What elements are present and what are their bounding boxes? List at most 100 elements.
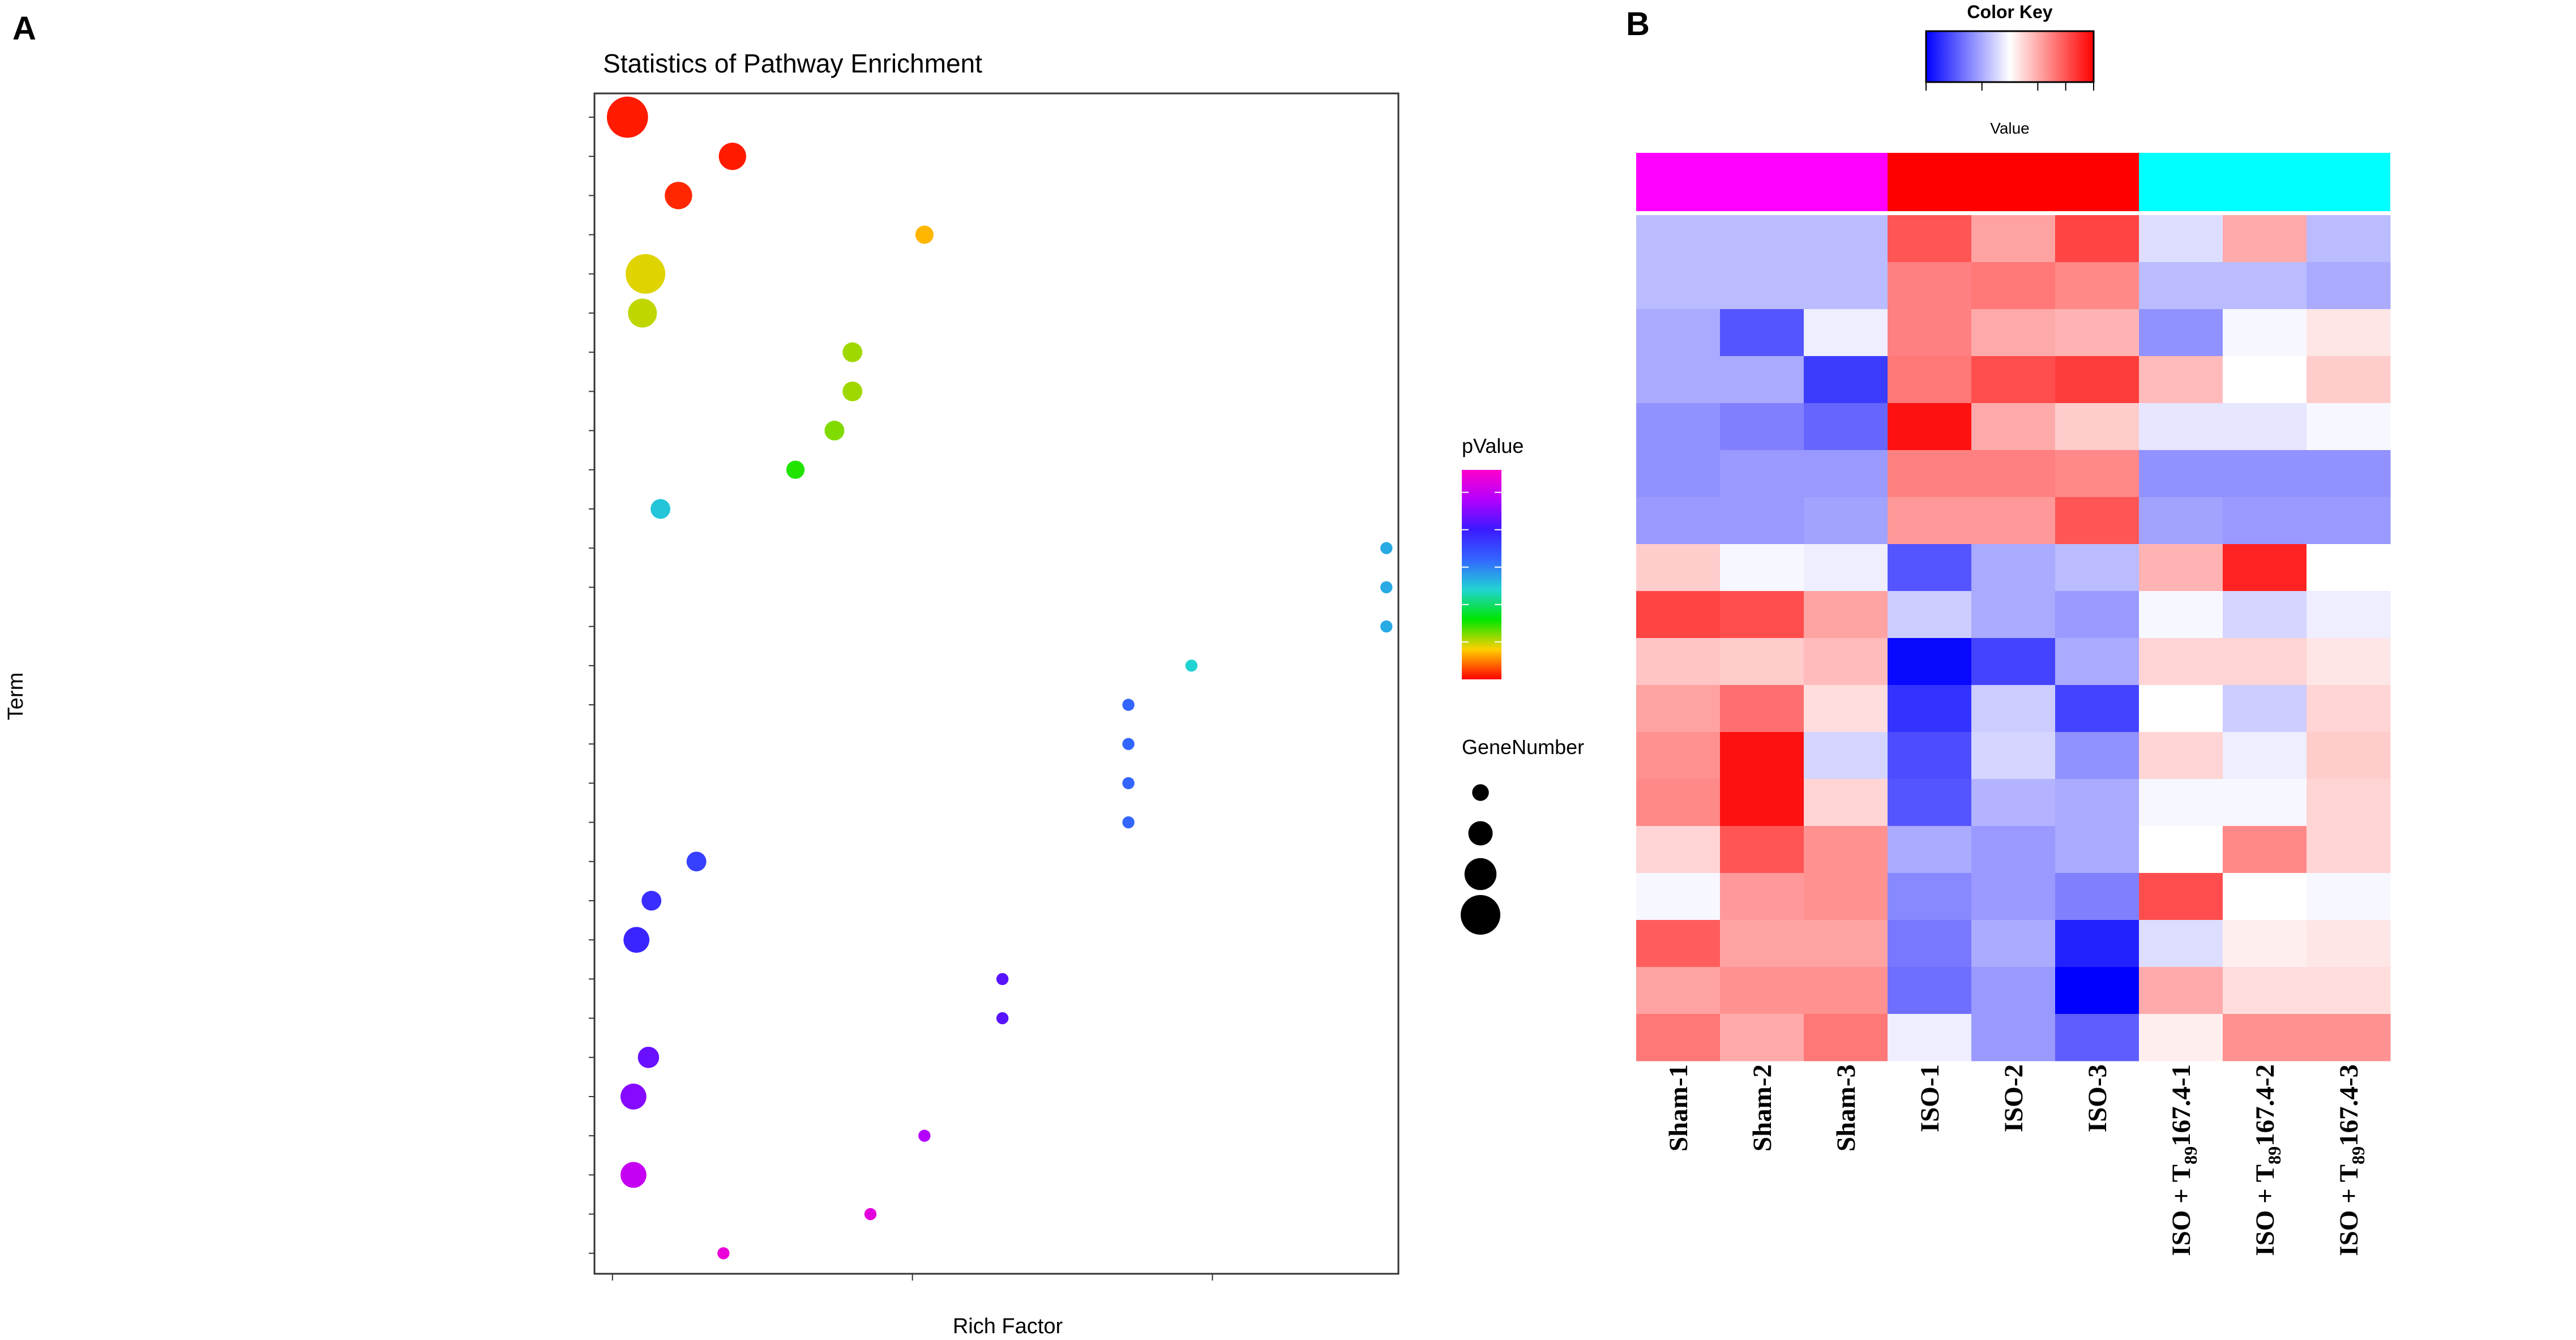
heatmap-cell bbox=[2055, 826, 2139, 874]
heatmap-cell bbox=[1888, 826, 1972, 874]
heatmap-cell bbox=[2139, 262, 2223, 310]
heatmap-cell bbox=[1636, 309, 1721, 357]
heatmap-cell bbox=[1971, 450, 2056, 498]
heatmap-cell bbox=[2139, 920, 2223, 967]
group-color-bar bbox=[1636, 153, 2390, 211]
heatmap-cell bbox=[2139, 403, 2223, 451]
data-point bbox=[842, 381, 863, 401]
heatmap-cell bbox=[1971, 1014, 2056, 1061]
pvalue-legend-title: pValue bbox=[1462, 434, 1524, 457]
heatmap-cell bbox=[1971, 591, 2056, 639]
heatmap-cell bbox=[1971, 779, 2056, 827]
heatmap-cell bbox=[2223, 873, 2307, 921]
heatmap-cell bbox=[2055, 544, 2139, 592]
heatmap-cell bbox=[1636, 215, 1721, 263]
column-label: ISO + T89167.4-1 bbox=[2167, 1064, 2201, 1256]
data-point bbox=[996, 973, 1009, 986]
heatmap-cell bbox=[1888, 873, 1972, 921]
heatmap-cell bbox=[1888, 497, 1972, 545]
heatmap-cell bbox=[1971, 920, 2056, 967]
heatmap-cell bbox=[2055, 732, 2139, 780]
heatmap-cell bbox=[2223, 685, 2307, 733]
heatmap-cell bbox=[1971, 356, 2056, 404]
y-axis-title: Term bbox=[4, 673, 28, 720]
heatmap-cell bbox=[1720, 356, 1804, 404]
group-color-block bbox=[1636, 153, 1888, 211]
gene-number-legend-title: GeneNumber bbox=[1462, 735, 1584, 759]
heatmap-cell bbox=[2139, 685, 2223, 733]
data-point bbox=[996, 1012, 1009, 1025]
heatmap-cell bbox=[2307, 779, 2391, 827]
heatmap-cell bbox=[2139, 215, 2223, 263]
heatmap-cell bbox=[2055, 497, 2139, 545]
heatmap-cell bbox=[1636, 779, 1721, 827]
heatmap-cell bbox=[2223, 591, 2307, 639]
column-label-subscript: 89 bbox=[2348, 1146, 2368, 1165]
heatmap-cell bbox=[2223, 262, 2307, 310]
heatmap-cell bbox=[1971, 873, 2056, 921]
column-label-part: 167.4-1 bbox=[2167, 1064, 2196, 1146]
heatmap-cell bbox=[2307, 262, 2391, 310]
heatmap-cell bbox=[2223, 544, 2307, 592]
heatmap-cell bbox=[1636, 356, 1721, 404]
heatmap-cell bbox=[1720, 403, 1804, 451]
heatmap-cell bbox=[2307, 920, 2391, 967]
heatmap-cell bbox=[1888, 732, 1972, 780]
heatmap-cell bbox=[2223, 356, 2307, 404]
heatmap-cell bbox=[2307, 309, 2391, 357]
column-label-subscript: 89 bbox=[2264, 1146, 2284, 1165]
heatmap-cell bbox=[1636, 497, 1721, 545]
data-point bbox=[637, 1047, 660, 1068]
heatmap-cell bbox=[1636, 826, 1721, 874]
heatmap-cell bbox=[1888, 356, 1972, 404]
heatmap-cell bbox=[1804, 544, 1888, 592]
x-axis bbox=[611, 1274, 1213, 1281]
heatmap-cell bbox=[2223, 450, 2307, 498]
data-point bbox=[665, 182, 692, 209]
column-label-part: ISO + T bbox=[2167, 1165, 2196, 1256]
heatmap-cell bbox=[1888, 309, 1972, 357]
heatmap-cell bbox=[2307, 638, 2391, 686]
color-key-bar bbox=[1925, 30, 2095, 83]
heatmap-cell bbox=[2223, 403, 2307, 451]
heatmap-cell bbox=[1804, 262, 1888, 310]
gene-number-key bbox=[1461, 895, 1500, 935]
column-label: Sham-1 bbox=[1664, 1064, 1693, 1151]
heatmap-cell bbox=[1636, 1014, 1721, 1061]
data-point bbox=[641, 891, 662, 911]
heatmap-cell bbox=[1720, 920, 1804, 967]
data-point bbox=[1122, 738, 1135, 750]
color-key-title: Color Key bbox=[1967, 2, 2052, 22]
column-labels: Sham-1 Sham-2 Sham-3 ISO-1 ISO-2 ISO-3 ISO + T… bbox=[1664, 1064, 2368, 1256]
heatmap-cell bbox=[2139, 732, 2223, 780]
heatmap-cell bbox=[2139, 309, 2223, 357]
heatmap-cell bbox=[1636, 450, 1721, 498]
heatmap-cell bbox=[2055, 215, 2139, 263]
data-point bbox=[626, 254, 666, 294]
heatmap-cell bbox=[1971, 967, 2056, 1014]
heatmap-cell bbox=[1636, 732, 1721, 780]
heatmap-cell bbox=[2139, 826, 2223, 874]
pvalue-colorbar bbox=[1462, 470, 1501, 679]
heatmap-cell bbox=[1720, 262, 1804, 310]
heatmap-cell bbox=[2055, 403, 2139, 451]
heatmap-cell bbox=[1720, 450, 1804, 498]
data-point bbox=[651, 499, 671, 519]
heatmap-cell bbox=[2307, 873, 2391, 921]
heatmap-cell bbox=[1804, 638, 1888, 686]
heatmap-cell bbox=[1888, 591, 1972, 639]
heatmap-cell bbox=[1804, 591, 1888, 639]
heatmap-cell bbox=[1720, 638, 1804, 686]
heatmap-cell bbox=[2139, 356, 2223, 404]
column-label-part: ISO + T bbox=[2250, 1165, 2280, 1256]
heatmap-cell bbox=[1888, 685, 1972, 733]
heatmap-chart: Color Key Value Sham-1 Sham-2 Sham-3 ISO-1 I… bbox=[1636, 2, 2391, 1256]
heatmap-cell bbox=[2055, 873, 2139, 921]
data-point bbox=[686, 851, 707, 872]
heatmap-cell bbox=[1804, 732, 1888, 780]
data-point bbox=[1380, 620, 1393, 633]
heatmap-cell bbox=[2055, 920, 2139, 967]
heatmap-cell bbox=[2139, 638, 2223, 686]
column-label-part: 167.4-3 bbox=[2334, 1064, 2364, 1146]
heatmap-cell bbox=[1971, 497, 2056, 545]
